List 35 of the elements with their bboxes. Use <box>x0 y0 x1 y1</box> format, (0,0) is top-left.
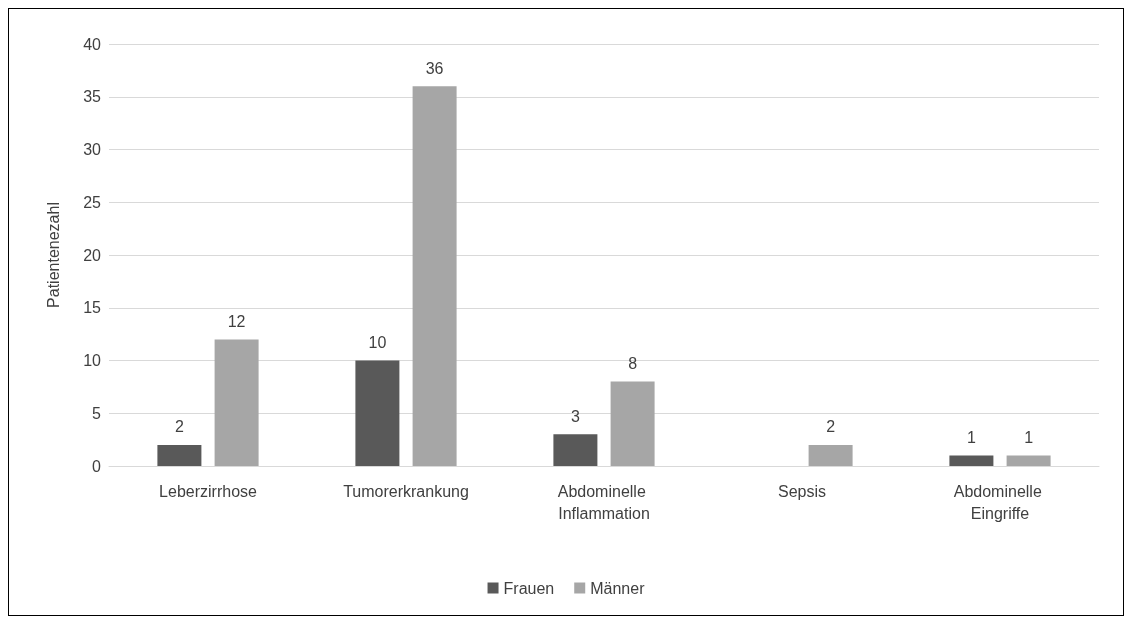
bar <box>157 444 202 466</box>
bar <box>808 444 853 466</box>
data-label: 2 <box>826 418 836 436</box>
bar <box>355 360 400 466</box>
data-label: 1 <box>1024 428 1034 446</box>
data-label: 3 <box>570 407 580 425</box>
bar <box>553 434 598 466</box>
y-tick-label: 15 <box>83 299 102 317</box>
data-label: 8 <box>628 355 638 373</box>
x-tick-label: Sepsis <box>777 482 827 500</box>
x-tick-label: Abdominelle Inflammation <box>557 482 651 522</box>
legend-label: Frauen <box>503 579 555 597</box>
y-tick-label: 35 <box>83 88 102 106</box>
bar <box>1006 455 1051 466</box>
data-label: 12 <box>227 312 246 330</box>
bar <box>214 339 259 466</box>
x-tick-label: Abdominelle Eingriffe <box>953 482 1047 522</box>
bar <box>412 86 457 466</box>
bar <box>610 381 655 466</box>
y-tick-label: 40 <box>83 35 102 53</box>
bar <box>949 455 994 466</box>
y-tick-label: 10 <box>83 352 102 369</box>
data-label: 36 <box>425 59 444 77</box>
data-label: 10 <box>368 334 387 351</box>
y-tick-label: 25 <box>83 193 102 211</box>
y-axis-title: Patientenezahl <box>44 202 62 308</box>
y-tick-label: 0 <box>92 457 102 475</box>
y-tick-label: 30 <box>83 141 102 158</box>
y-tick-label: 5 <box>92 404 102 422</box>
x-tick-label: Tumorerkrankung <box>343 482 469 500</box>
data-label: 1 <box>966 428 976 446</box>
y-tick-label: 20 <box>83 246 102 264</box>
legend-label: Männer <box>590 579 646 597</box>
x-tick-label: Leberzirrhose <box>159 482 258 500</box>
data-label: 2 <box>174 418 184 436</box>
